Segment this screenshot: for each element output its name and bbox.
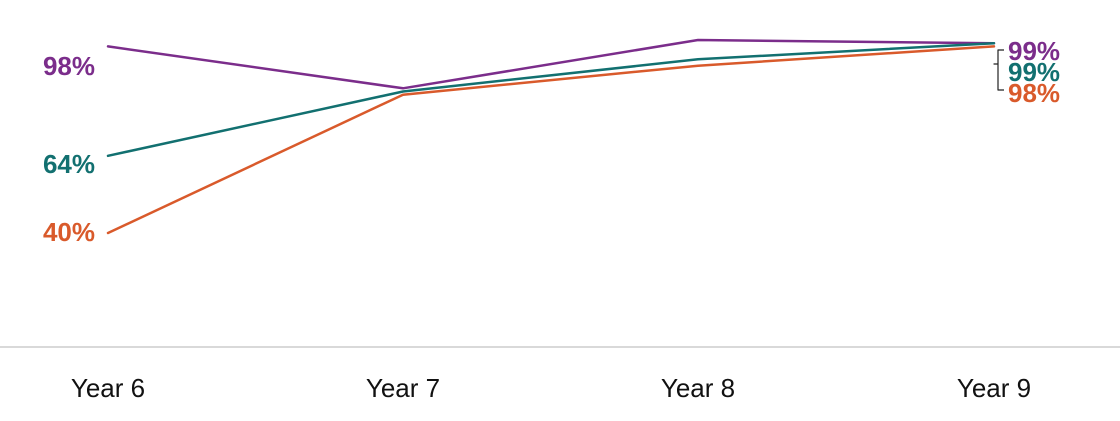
series-3-start-label: 40% [43, 217, 95, 247]
series-line-2 [106, 41, 996, 158]
year-9-label-bracket [993, 49, 1004, 91]
data-label-layer: 98%64%40%99%99%98% [43, 36, 1060, 247]
series-3-end-label: 98% [1008, 78, 1060, 108]
series-line-1 [106, 38, 996, 90]
series-line-3 [106, 45, 996, 235]
series-2-end-label: 99% [1008, 57, 1060, 87]
end-label-bracket [993, 49, 1004, 91]
x-tick-label-year-6: Year 6 [71, 373, 145, 403]
x-tick-label-year-8: Year 8 [661, 373, 735, 403]
x-tick-label-year-9: Year 9 [957, 373, 1031, 403]
series-2-start-label: 64% [43, 149, 95, 179]
x-tick-label-year-7: Year 7 [366, 373, 440, 403]
series-1-start-label: 98% [43, 51, 95, 81]
series-layer [106, 38, 996, 235]
x-axis-tick-labels: Year 6 Year 7 Year 8 Year 9 [71, 373, 1031, 403]
series-1-end-label: 99% [1008, 36, 1060, 66]
